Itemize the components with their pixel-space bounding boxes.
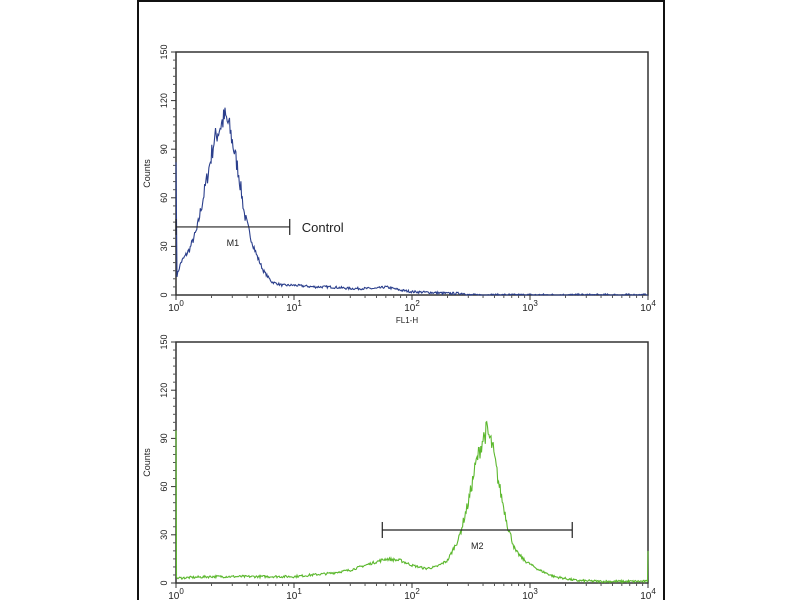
- y-axis-label: Counts: [142, 448, 152, 477]
- x-tick-label: 101: [286, 587, 302, 600]
- x-tick-label: 102: [404, 587, 420, 600]
- y-tick-label: 30: [159, 530, 169, 540]
- x-tick-label: 103: [522, 587, 538, 600]
- y-tick-label: 60: [159, 482, 169, 492]
- y-tick-label: 0: [159, 292, 169, 297]
- marker-label: M1: [227, 238, 240, 248]
- y-tick-label: 60: [159, 193, 169, 203]
- y-tick-label: 120: [159, 383, 169, 398]
- plot-area: [175, 341, 649, 584]
- y-tick-label: 120: [159, 93, 169, 108]
- control-annotation: Control: [302, 220, 344, 235]
- x-tick-label: 101: [286, 299, 302, 314]
- x-tick-label: 104: [640, 587, 656, 600]
- y-tick-label: 90: [159, 433, 169, 443]
- y-tick-label: 150: [159, 334, 169, 349]
- x-tick-label: 102: [404, 299, 420, 314]
- y-axis-label: Counts: [142, 159, 152, 188]
- histogram-panel-2: 0 30 60 90 120 150 Counts 100 101 102 103 104 M2: [142, 334, 656, 600]
- histogram-series-line: [175, 107, 648, 297]
- x-axis-label: FL1-H: [396, 316, 418, 325]
- y-tick-label: 150: [159, 44, 169, 59]
- y-tick-label: 0: [159, 580, 169, 585]
- x-tick-label: 100: [168, 299, 184, 314]
- x-tick-label: 103: [522, 299, 538, 314]
- x-tick-label: 100: [168, 587, 184, 600]
- y-tick-label: 90: [159, 144, 169, 154]
- marker-label: M2: [471, 541, 484, 551]
- plot-area: [175, 51, 649, 296]
- histogram-panel-1: 0 30 60 90 120 150 Counts 100 101 102 103 104 FL1-H M…: [142, 44, 656, 325]
- x-tick-label: 104: [640, 299, 656, 314]
- figure-frame: [137, 0, 665, 600]
- histogram-series-line: [175, 420, 649, 584]
- y-tick-label: 30: [159, 241, 169, 251]
